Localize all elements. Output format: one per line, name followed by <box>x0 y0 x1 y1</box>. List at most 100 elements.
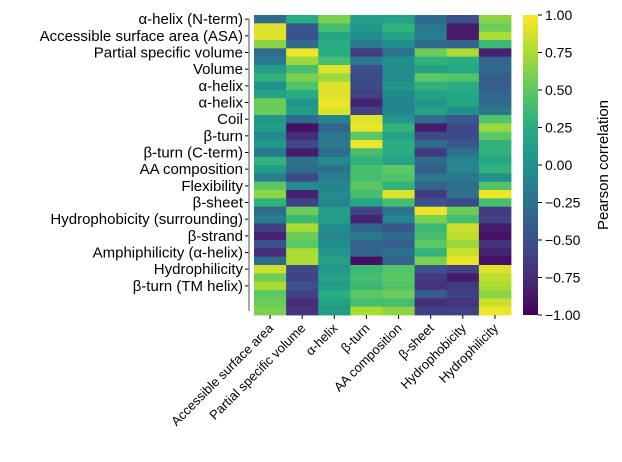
heatmap-cell <box>446 256 480 266</box>
heatmap-cell <box>350 231 383 241</box>
heatmap-cell <box>254 48 287 58</box>
heatmap-cell <box>254 248 287 258</box>
heatmap-cell <box>478 156 512 166</box>
heatmap-cell <box>446 290 480 299</box>
heatmap-cell <box>350 115 383 124</box>
heatmap-cell <box>254 256 287 266</box>
heatmap-cell <box>478 73 512 83</box>
heatmap-cell <box>382 65 416 74</box>
heatmap-cell <box>382 31 416 41</box>
heatmap-cell <box>254 31 287 41</box>
heatmap-cell <box>446 106 480 116</box>
heatmap-cell <box>350 306 383 316</box>
heatmap-cell <box>286 106 319 116</box>
heatmap-cell <box>414 15 448 24</box>
heatmap-cell <box>254 15 287 24</box>
heatmap-cell <box>382 48 416 58</box>
heatmap-cell <box>350 173 383 183</box>
colorbar-tick-label: 0.75 <box>545 45 572 61</box>
heatmap-cell <box>254 215 287 224</box>
heatmap-cell <box>350 215 383 224</box>
heatmap-cell <box>350 223 383 233</box>
heatmap-cell <box>446 98 480 108</box>
heatmap-cell <box>414 56 448 66</box>
heatmap-cell <box>350 81 383 91</box>
heatmap-cell <box>414 190 448 199</box>
colorbar-tick-label: −0.25 <box>545 195 581 211</box>
heatmap-cell <box>414 273 448 283</box>
heatmap-cell <box>446 73 480 83</box>
heatmap-cell <box>382 215 416 224</box>
heatmap-cell <box>254 23 287 33</box>
heatmap-cell <box>446 31 480 41</box>
heatmap-cell <box>478 90 512 99</box>
heatmap-cell <box>318 40 351 49</box>
heatmap-cell <box>382 198 416 208</box>
heatmap-cell <box>414 290 448 299</box>
heatmap-cell <box>254 123 287 133</box>
y-tick-label: α-helix <box>198 95 243 112</box>
heatmap-cell <box>414 40 448 49</box>
heatmap-cell <box>254 40 287 49</box>
heatmap-cell <box>478 131 512 141</box>
heatmap-cell <box>318 156 351 166</box>
heatmap-cell <box>414 23 448 33</box>
heatmap-cell <box>414 106 448 116</box>
heatmap-cell <box>414 223 448 233</box>
y-tick-label: Hydrophilicity <box>154 261 244 278</box>
heatmap-cell <box>414 256 448 266</box>
heatmap-cell <box>414 248 448 258</box>
heatmap-cell <box>414 181 448 191</box>
heatmap-cell <box>318 273 351 283</box>
heatmap-cell <box>318 48 351 58</box>
heatmap-cell <box>254 273 287 283</box>
heatmap-cell <box>286 290 319 299</box>
heatmap-cell <box>414 81 448 91</box>
heatmap-cell <box>318 281 351 291</box>
heatmap-cell <box>446 40 480 49</box>
heatmap-cell <box>382 56 416 66</box>
heatmap-cell <box>254 65 287 74</box>
heatmap-cell <box>350 65 383 74</box>
heatmap-cell <box>414 48 448 58</box>
heatmap-cell <box>414 115 448 124</box>
heatmap-cell <box>478 123 512 133</box>
heatmap-cell <box>446 148 480 158</box>
heatmap-cell <box>286 248 319 258</box>
heatmap-cell <box>382 40 416 49</box>
heatmap-cell <box>350 206 383 216</box>
heatmap-cell <box>254 190 287 199</box>
heatmap-cell <box>350 290 383 299</box>
heatmap-cell <box>286 123 319 133</box>
heatmap-cell <box>414 215 448 224</box>
y-tick-label: Flexibility <box>181 178 243 195</box>
heatmap-cell <box>286 73 319 83</box>
heatmap-cell <box>286 65 319 74</box>
heatmap-cell <box>414 165 448 174</box>
heatmap-cell <box>286 98 319 108</box>
heatmap-cell <box>478 140 512 149</box>
heatmap-cell <box>318 73 351 83</box>
heatmap-cell <box>318 198 351 208</box>
heatmap-cell <box>350 131 383 141</box>
heatmap-cell <box>318 206 351 216</box>
heatmap-cell <box>446 298 480 308</box>
heatmap-cell <box>350 15 383 24</box>
heatmap-cell <box>382 240 416 249</box>
heatmap-cell <box>318 56 351 66</box>
heatmap-cell <box>254 90 287 99</box>
heatmap-cell <box>478 256 512 266</box>
heatmap-cell <box>286 173 319 183</box>
heatmap-cell <box>286 115 319 124</box>
heatmap-cell <box>414 198 448 208</box>
y-tick-label: AA composition <box>140 161 243 178</box>
heatmap-cell <box>382 98 416 108</box>
y-tick-label: Coil <box>217 111 243 128</box>
heatmap-cell <box>318 306 351 316</box>
heatmap-cell <box>350 98 383 108</box>
heatmap-cell <box>446 306 480 316</box>
heatmap-cell <box>446 48 480 58</box>
heatmap-cell <box>382 223 416 233</box>
heatmap-cell <box>446 90 480 99</box>
heatmap-cell <box>382 306 416 316</box>
